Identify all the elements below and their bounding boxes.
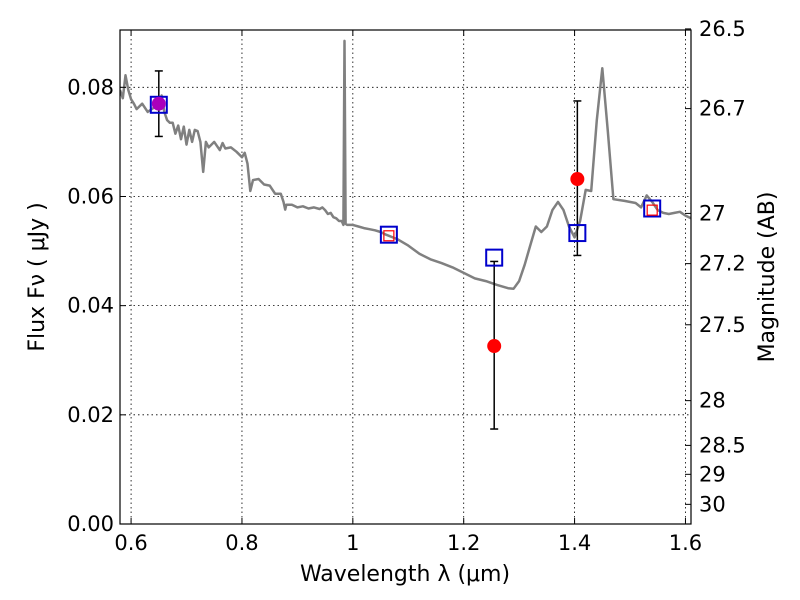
axes-frame xyxy=(119,29,692,525)
model-photometry-square xyxy=(379,225,398,244)
magnitude-tick-label: 26.5 xyxy=(699,17,746,41)
model-photometry-inner-square xyxy=(646,204,658,216)
magnitude-tick-label: 27.5 xyxy=(699,313,746,337)
y-tick-label: 0.06 xyxy=(67,184,114,208)
x-tick-label: 1 xyxy=(346,531,359,555)
model-photometry-square xyxy=(568,224,587,243)
y-axis-label: Flux Fν ( μJy ) xyxy=(25,202,50,351)
magnitude-axis-label: Magnitude (AB) xyxy=(755,192,780,363)
magnitude-tick-label: 26.7 xyxy=(699,97,746,121)
magnitude-tick-label: 27 xyxy=(699,201,726,225)
y-tick-label: 0.08 xyxy=(67,75,114,99)
y-tick-label: 0.00 xyxy=(67,512,114,536)
x-axis-label: Wavelength λ (μm) xyxy=(300,562,510,587)
model-photometry-square xyxy=(485,248,504,267)
x-tick-label: 1.6 xyxy=(669,531,702,555)
model-photometry-inner-square xyxy=(383,230,395,242)
magnitude-tick-label: 28 xyxy=(699,389,726,413)
magnitude-tick-label: 28.5 xyxy=(699,433,746,457)
observed-photometry-point xyxy=(151,96,166,111)
model-spectrum-line xyxy=(120,39,691,290)
plot-area xyxy=(120,39,691,430)
ticks: 0.6 0.8 1 1.2 1.4 1.6 0.00 0.02 0.04 0.06 0.08 26.5… xyxy=(67,17,746,555)
magnitude-tick-label: 29 xyxy=(699,462,726,486)
observed-photometry-point xyxy=(487,339,502,354)
x-tick-label: 0.8 xyxy=(225,531,258,555)
grid xyxy=(120,30,691,524)
magnitude-tick-label: 27.2 xyxy=(699,252,746,276)
observed-photometry-point xyxy=(570,172,585,187)
y-tick-label: 0.02 xyxy=(67,403,114,427)
model-photometry-square xyxy=(643,199,662,218)
x-tick-label: 0.6 xyxy=(114,531,147,555)
y-tick-label: 0.04 xyxy=(67,294,114,318)
magnitude-tick-label: 30 xyxy=(699,492,726,516)
x-tick-label: 1.4 xyxy=(558,531,591,555)
x-tick-label: 1.2 xyxy=(447,531,480,555)
